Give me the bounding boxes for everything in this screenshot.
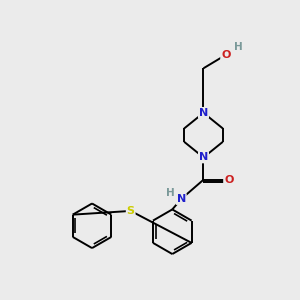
Text: N: N [199, 108, 208, 118]
Text: S: S [127, 206, 135, 216]
Text: N: N [177, 194, 186, 204]
Text: H: H [167, 188, 175, 197]
Text: O: O [221, 50, 230, 60]
Text: N: N [199, 152, 208, 162]
Text: O: O [224, 175, 233, 185]
Text: H: H [234, 43, 243, 52]
